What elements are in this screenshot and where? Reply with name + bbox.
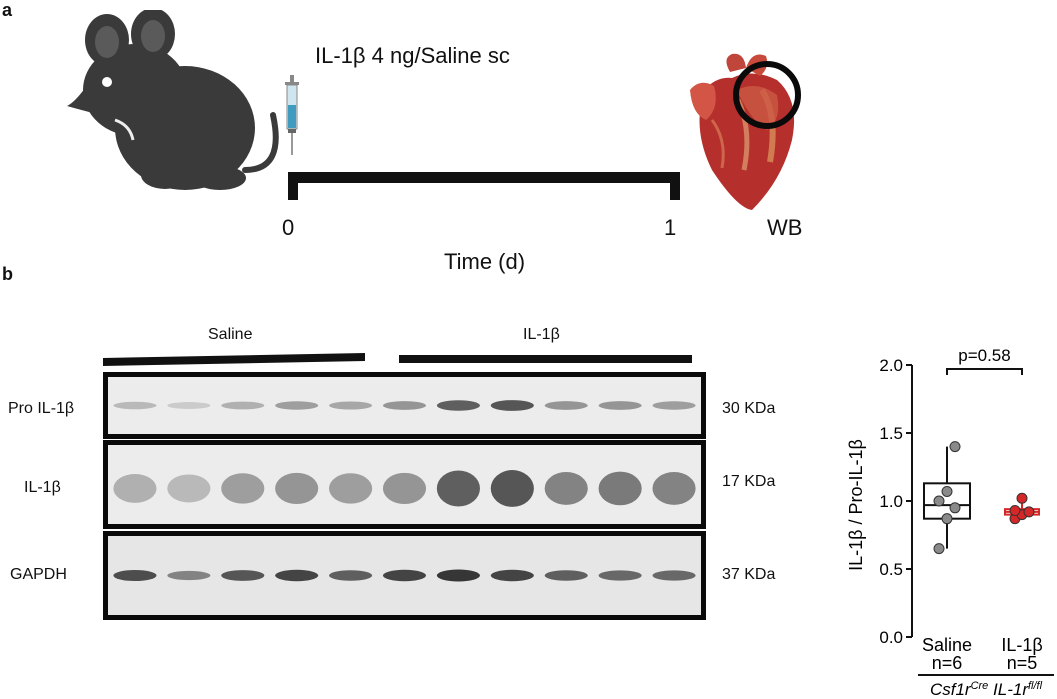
ratio-boxplot: IL-1β / Pro-IL-1β 0.00.51.01.52.0Salinen… (846, 346, 1054, 699)
blot-gapdh (103, 531, 706, 620)
endpoint-label: WB (767, 215, 803, 240)
y-tick-label: 0.0 (879, 628, 903, 647)
blot-il1b (103, 440, 706, 529)
blot-band (113, 401, 157, 410)
timeline-bar (288, 172, 680, 200)
genotype-label: Csf1rCre IL-1rfl/fl (930, 680, 1043, 699)
blot-band (275, 401, 319, 410)
blot-band (329, 570, 373, 581)
blot-band (382, 401, 427, 410)
data-point (949, 502, 961, 514)
mouse-illustration (67, 10, 279, 190)
blot-band (652, 401, 696, 410)
blot-size-il1b: 17 KDa (722, 473, 776, 490)
data-point (933, 543, 945, 555)
blot-band (598, 471, 642, 506)
syringe-icon (285, 75, 299, 155)
blot-band (382, 569, 427, 582)
blot-band (167, 402, 211, 409)
blot-band (598, 570, 642, 581)
y-tick-label: 1.5 (879, 424, 903, 443)
time-end-label: 1 (664, 215, 677, 240)
blot-band (490, 569, 534, 582)
blot-label-pro-il1b: Pro IL-1β (8, 400, 75, 417)
blot-gapdh-bands (113, 569, 696, 582)
data-point (941, 485, 953, 497)
blot-band (490, 470, 534, 507)
blot-band (275, 569, 319, 582)
x-category-label: IL-1β (1001, 635, 1042, 655)
blot-band (221, 473, 265, 504)
heart-illustration (690, 53, 801, 210)
blot-pro-il1b-bands (113, 400, 696, 411)
blot-band (329, 401, 373, 410)
blot-size-gapdh: 37 KDa (722, 566, 776, 583)
significance-bracket (946, 368, 1023, 375)
panel-b-letter: b (2, 264, 13, 284)
group-label-saline: Saline (208, 326, 253, 343)
data-point (949, 441, 961, 453)
blot-size-pro-il1b: 30 KDa (722, 400, 776, 417)
blot-band (436, 569, 480, 582)
data-point (1023, 506, 1035, 518)
y-tick-label: 2.0 (879, 356, 903, 375)
data-point (1016, 492, 1028, 504)
treatment-label: IL-1β 4 ng/Saline sc (315, 43, 510, 68)
il1b-group-bar (399, 355, 692, 363)
blot-band (544, 472, 588, 505)
data-point (1009, 505, 1021, 517)
blot-band (167, 474, 211, 503)
n-label: n=6 (932, 653, 963, 673)
blot-band (544, 570, 588, 581)
y-tick-label: 0.5 (879, 560, 903, 579)
blot-band (490, 400, 534, 411)
blot-band (436, 400, 480, 411)
blot-band (598, 401, 642, 410)
p-value-annotation: p=0.58 (958, 346, 1010, 365)
blot-band (329, 473, 373, 504)
blot-band (544, 401, 588, 410)
saline-group-bar (103, 353, 365, 366)
blot-band (436, 470, 480, 507)
blot-band (167, 570, 211, 581)
blot-band (382, 472, 427, 505)
blot-band (275, 472, 319, 505)
blot-label-il1b: IL-1β (24, 479, 61, 496)
data-point (933, 495, 945, 507)
blot-il1b-bands (113, 470, 696, 507)
blot-band (652, 570, 696, 581)
time-axis-label: Time (d) (444, 249, 526, 274)
blot-pro-il1b (103, 372, 706, 439)
y-axis-label: IL-1β / Pro-IL-1β (846, 439, 866, 571)
blot-label-gapdh: GAPDH (10, 566, 67, 583)
panel-a-letter: a (2, 0, 13, 20)
time-start-label: 0 (282, 215, 295, 240)
blot-band (221, 401, 265, 410)
data-point (941, 513, 953, 525)
x-category-label: Saline (922, 635, 972, 655)
blot-band (652, 472, 696, 505)
blot-band (113, 569, 157, 582)
y-tick-label: 1.0 (879, 492, 903, 511)
blot-band (113, 474, 157, 503)
blot-band (221, 570, 265, 581)
group-label-il1b: IL-1β (523, 326, 560, 343)
n-label: n=5 (1007, 653, 1038, 673)
